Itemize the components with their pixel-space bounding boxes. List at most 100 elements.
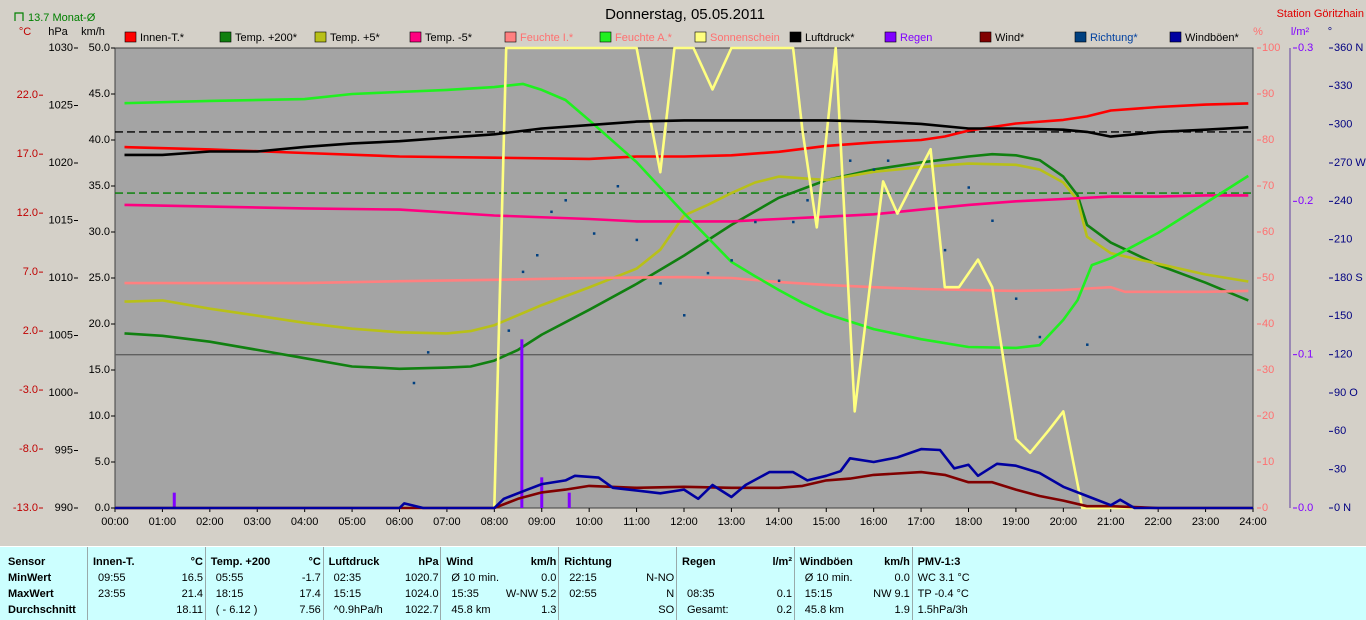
y-tick-label: 20.0 [89,318,110,330]
chart-title: Donnerstag, 05.05.2011 [605,6,765,23]
series-line [124,275,1249,294]
y-tick-label: 300 [1334,119,1352,131]
x-tick-label: 07:00 [433,516,461,528]
y-tick-label: 1030 [49,42,73,54]
series-line [115,447,1253,510]
y-tick-label: 1000 [49,387,73,399]
legend-label: Feuchte I.* [520,32,574,44]
y-tick-label: 10 [1262,456,1274,468]
legend-label: Temp. -5* [425,32,473,44]
y-tick-label: 0 N [1334,502,1351,514]
axis-title: km/h [81,26,105,38]
series-line [124,152,1249,371]
y-tick-label: 0 [1262,502,1268,514]
x-tick-label: 14:00 [765,516,793,528]
stat-label: 45.8 km [451,604,491,616]
group-header: PMV-1:3 [917,556,961,568]
stat-value: N-NO [646,572,675,584]
y-tick-label: 60 [1262,226,1274,238]
x-tick-label: 13:00 [718,516,746,528]
x-tick-label: 18:00 [955,516,983,528]
direction-dot [1014,297,1018,300]
stat-label: ^0.9hPa/h [333,604,383,616]
direction-dot [412,381,416,385]
x-tick-label: 10:00 [575,516,603,528]
stat-value: -1.7 [301,572,321,584]
stat-value: 0.1 [776,588,792,600]
x-tick-label: 24:00 [1239,516,1267,528]
x-tick-label: 21:00 [1097,516,1125,528]
stat-label: 1.5hPa/3h [917,604,968,616]
group-unit: °C [190,556,203,568]
y-tick-label: 90 [1262,88,1274,100]
x-tick-label: 20:00 [1050,516,1078,528]
stat-value: 1.9 [894,604,910,616]
x-tick-label: 01:00 [149,516,177,528]
y-tick-label: -8.0 [19,443,38,455]
stat-label: 22:15 [569,572,597,584]
x-tick-label: 19:00 [1002,516,1030,528]
stat-value: 18.11 [176,604,203,616]
legend-swatch [504,31,517,43]
series-line [124,102,1249,161]
direction-dot [792,220,795,224]
group-unit: °C [308,556,321,568]
monthly-icon [14,12,24,21]
y-tick-label: 1025 [49,99,73,111]
direction-dot [991,219,994,222]
stat-label: Ø 10 min. [804,572,853,584]
direction-dot [1038,335,1042,339]
stat-label: WC 3.1 °C [917,572,970,584]
group-unit: km/h [884,556,910,568]
x-tick-label: 16:00 [860,516,888,528]
y-tick-label: 1005 [49,329,73,341]
rain-bar [567,492,571,508]
group-unit: hPa [418,556,439,568]
stat-value: W-NW 5.2 [505,588,557,600]
direction-dot [943,248,947,252]
y-tick-label: 1020 [49,157,73,169]
direction-dot [635,238,639,242]
x-tick-label: 11:00 [623,516,650,528]
legend-swatch [1169,31,1182,43]
y-tick-label: 30.0 [89,226,110,238]
x-tick-label: 12:00 [670,516,698,528]
legend-label: Richtung* [1090,32,1138,44]
column-separator [322,547,324,620]
y-tick-label: 1010 [49,272,73,284]
stat-label: Gesamt: [687,604,729,616]
y-tick-label: 990 [55,502,73,514]
stat-label: 23:55 [98,588,126,600]
row-label: MinWert [8,572,52,584]
legend-label: Feuchte A.* [615,32,673,44]
y-tick-label: 45.0 [89,88,110,100]
legend-swatch [694,31,707,43]
y-tick-label: 20 [1262,410,1274,422]
direction-dot [550,210,553,214]
x-tick-label: 09:00 [528,516,556,528]
y-tick-label: 7.0 [23,266,38,278]
y-tick-label: 150 [1334,310,1352,322]
legend-label: Innen-T.* [140,32,185,44]
x-tick-label: 15:00 [812,516,840,528]
direction-dot [521,270,525,274]
y-tick-label: 210 [1334,234,1352,246]
legend-swatch [219,31,232,43]
y-tick-label: 0.0 [95,502,110,514]
direction-dot [659,282,662,285]
legend-label: Windböen* [1185,32,1240,44]
legend-swatch [599,31,612,43]
axis-title: l/m² [1291,26,1310,38]
y-tick-label: 0.0 [1298,502,1313,514]
legend-label: Luftdruck* [805,32,855,44]
legend-swatch [789,31,802,43]
stat-label: 02:55 [569,588,597,600]
direction-dot [967,186,970,189]
stat-value: 21.4 [181,588,203,600]
stat-value: N [666,588,675,600]
legend-label: Temp. +200* [235,32,298,44]
group-unit: km/h [530,556,557,568]
y-tick-label: 360 N [1334,42,1363,54]
legend-label: Sonnenschein [710,32,780,44]
direction-dot [592,232,596,235]
